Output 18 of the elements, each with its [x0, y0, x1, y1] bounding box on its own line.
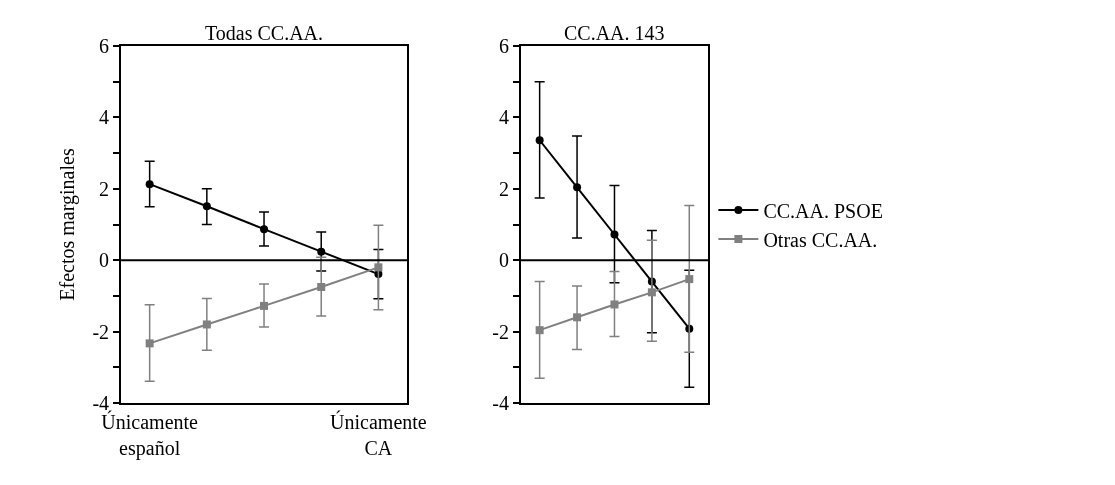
- y-tick-label: 2: [498, 177, 509, 200]
- y-tick-label: -2: [92, 320, 110, 343]
- y-tick-label: 0: [498, 249, 509, 272]
- legend-label: CC.AA. PSOE: [763, 199, 883, 222]
- y-axis-title: Efectos marginales: [56, 148, 80, 301]
- y-tick-label: 6: [99, 35, 110, 57]
- legend-label: Otras CC.AA.: [763, 228, 878, 251]
- chart-title: CC.AA. 143: [564, 22, 665, 44]
- y-tick-label: -4: [492, 392, 509, 414]
- y-tick-label: 4: [498, 106, 509, 129]
- x-tick-label: Únicamente CA: [330, 410, 427, 459]
- chart-title: Todas CC.AA.: [205, 22, 324, 44]
- y-tick-label: -2: [492, 320, 509, 343]
- x-tick-label: Únicamente español: [101, 410, 199, 460]
- y-tick-label: 4: [99, 106, 110, 129]
- y-tick-label: 0: [99, 249, 110, 272]
- y-tick-label: 2: [99, 177, 110, 200]
- y-tick-label: 6: [498, 35, 509, 57]
